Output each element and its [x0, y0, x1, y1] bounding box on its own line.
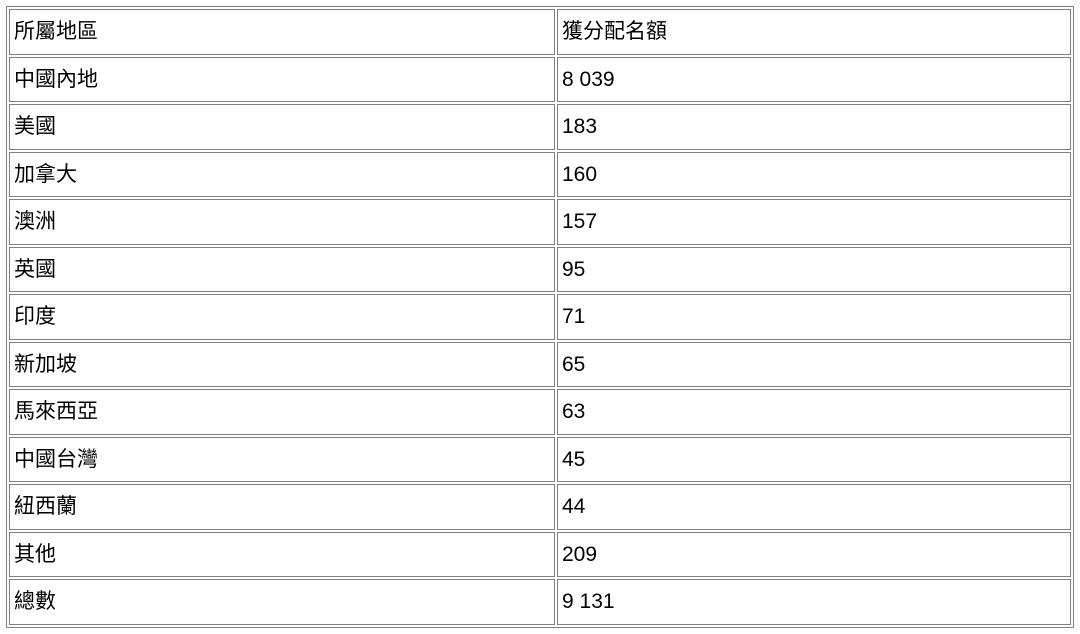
table-header-row: 所屬地區 獲分配名額 [9, 9, 1071, 55]
cell-region: 澳洲 [9, 199, 555, 245]
table-row: 加拿大 160 [9, 152, 1071, 198]
table-row: 美國 183 [9, 104, 1071, 150]
cell-quota: 157 [557, 199, 1071, 245]
table-row-total: 總數 9 131 [9, 579, 1071, 625]
cell-quota: 63 [557, 389, 1071, 435]
header-quota: 獲分配名額 [557, 9, 1071, 55]
table-row: 澳洲 157 [9, 199, 1071, 245]
quota-table-container: 所屬地區 獲分配名額 中國內地 8 039 美國 183 加拿大 160 澳洲 … [6, 6, 1074, 628]
cell-region: 加拿大 [9, 152, 555, 198]
cell-region: 印度 [9, 294, 555, 340]
cell-quota: 8 039 [557, 57, 1071, 103]
cell-quota: 45 [557, 437, 1071, 483]
table-row: 新加坡 65 [9, 342, 1071, 388]
cell-quota: 44 [557, 484, 1071, 530]
cell-region: 馬來西亞 [9, 389, 555, 435]
table-row: 馬來西亞 63 [9, 389, 1071, 435]
table-row: 英國 95 [9, 247, 1071, 293]
table-row: 紐西蘭 44 [9, 484, 1071, 530]
cell-quota: 71 [557, 294, 1071, 340]
table-row: 印度 71 [9, 294, 1071, 340]
cell-quota: 209 [557, 532, 1071, 578]
cell-quota: 95 [557, 247, 1071, 293]
table-row: 其他 209 [9, 532, 1071, 578]
cell-region: 新加坡 [9, 342, 555, 388]
cell-region: 英國 [9, 247, 555, 293]
quota-table-body: 所屬地區 獲分配名額 中國內地 8 039 美國 183 加拿大 160 澳洲 … [9, 9, 1071, 625]
cell-region-total: 總數 [9, 579, 555, 625]
cell-region: 美國 [9, 104, 555, 150]
table-row: 中國台灣 45 [9, 437, 1071, 483]
cell-quota-total: 9 131 [557, 579, 1071, 625]
cell-quota: 65 [557, 342, 1071, 388]
cell-region: 中國內地 [9, 57, 555, 103]
quota-table: 所屬地區 獲分配名額 中國內地 8 039 美國 183 加拿大 160 澳洲 … [6, 6, 1074, 628]
header-region: 所屬地區 [9, 9, 555, 55]
cell-quota: 183 [557, 104, 1071, 150]
cell-region: 其他 [9, 532, 555, 578]
cell-region: 中國台灣 [9, 437, 555, 483]
table-row: 中國內地 8 039 [9, 57, 1071, 103]
cell-quota: 160 [557, 152, 1071, 198]
cell-region: 紐西蘭 [9, 484, 555, 530]
